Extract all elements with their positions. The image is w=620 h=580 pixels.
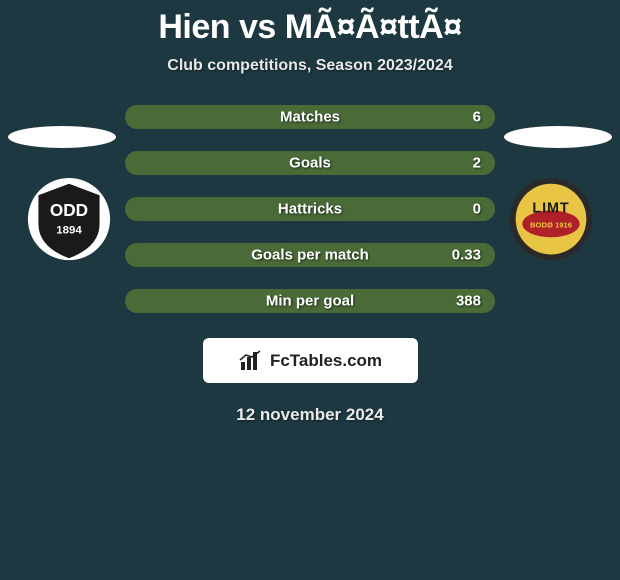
decor-ellipse-right bbox=[504, 126, 612, 148]
stat-label: Min per goal bbox=[266, 293, 354, 310]
page-subtitle: Club competitions, Season 2023/2024 bbox=[0, 57, 620, 75]
stat-label: Matches bbox=[280, 109, 340, 126]
team-badge-left: ODD 1894 bbox=[20, 178, 118, 264]
stat-row-goals: Goals 2 bbox=[125, 151, 495, 175]
badge-right-cityyear: BODØ 1916 bbox=[530, 221, 572, 230]
stat-label: Hattricks bbox=[278, 201, 342, 218]
branding-text: FcTables.com bbox=[270, 351, 382, 371]
team-badge-right: LIMT BODØ 1916 bbox=[502, 178, 600, 264]
stat-row-gpm: Goals per match 0.33 bbox=[125, 243, 495, 267]
stat-label: Goals per match bbox=[251, 247, 369, 264]
stat-label: Goals bbox=[289, 155, 331, 172]
stat-value: 2 bbox=[473, 155, 481, 172]
stat-row-mpg: Min per goal 388 bbox=[125, 289, 495, 313]
badge-left-name: ODD bbox=[50, 200, 88, 220]
bar-chart-icon bbox=[238, 350, 264, 372]
odd-badge-icon: ODD 1894 bbox=[20, 178, 118, 264]
glimt-badge-icon: LIMT BODØ 1916 bbox=[502, 178, 600, 264]
stat-value: 6 bbox=[473, 109, 481, 126]
stat-row-matches: Matches 6 bbox=[125, 105, 495, 129]
stat-value: 388 bbox=[456, 293, 481, 310]
badge-right-name: LIMT bbox=[532, 200, 569, 216]
branding-box[interactable]: FcTables.com bbox=[203, 338, 418, 383]
badge-left-year: 1894 bbox=[56, 224, 82, 236]
stat-value: 0 bbox=[473, 201, 481, 218]
stat-value: 0.33 bbox=[452, 247, 481, 264]
stats-container: Matches 6 Goals 2 Hattricks 0 Goals per … bbox=[125, 105, 495, 313]
decor-ellipse-left bbox=[8, 126, 116, 148]
page-title: Hien vs MÃ¤Ã¤ttÃ¤ bbox=[0, 0, 620, 47]
stat-row-hattricks: Hattricks 0 bbox=[125, 197, 495, 221]
page-date: 12 november 2024 bbox=[0, 405, 620, 425]
